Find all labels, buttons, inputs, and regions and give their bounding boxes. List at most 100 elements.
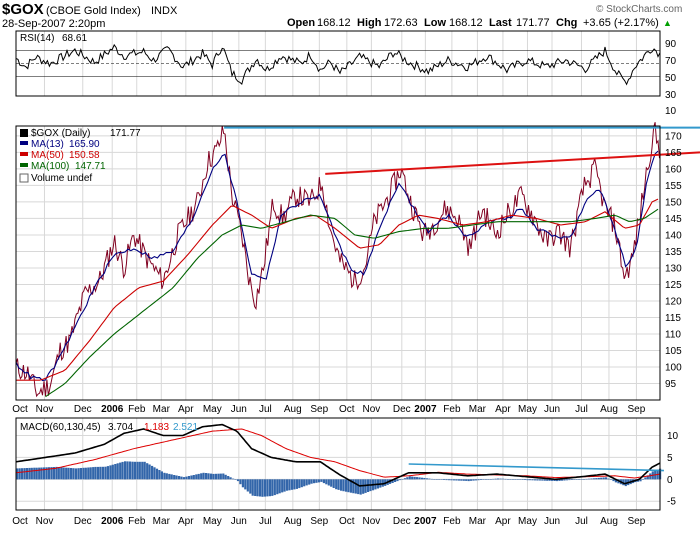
macd-histogram-bar: [354, 479, 357, 494]
legend-value: 165.90: [69, 139, 100, 150]
macd-histogram-bar: [79, 468, 82, 480]
low-label: Low: [424, 17, 446, 29]
macd-histogram-bar: [131, 461, 134, 480]
macd-histogram-bar: [590, 478, 593, 480]
macd-histogram-bar: [124, 461, 127, 480]
macd-histogram-bar: [362, 479, 365, 494]
macd-histogram-bar: [222, 473, 225, 480]
macd-histogram-bar: [16, 468, 19, 480]
macd-histogram-bar: [499, 478, 502, 480]
macd-histogram-bar: [185, 476, 188, 480]
macd-histogram-bar: [70, 468, 73, 480]
macd-trendline: [408, 463, 664, 472]
price-tick: 110: [665, 330, 681, 341]
chg-value: +3.65 (+2.17%): [583, 17, 659, 29]
macd-histogram-bar: [470, 479, 473, 481]
macd-histogram-bar: [440, 479, 443, 480]
x-axis-label: Sep: [310, 516, 328, 527]
macd-histogram-bar: [317, 479, 321, 483]
macd-histogram-bar: [519, 479, 522, 480]
macd-histogram-bar: [99, 466, 102, 480]
macd-histogram-bar: [283, 479, 286, 492]
macd-histogram-bar: [418, 477, 421, 480]
price-axis-ticks: 170 165 160 155 150 145 140 135 130 125 120 115 110 1…: [665, 131, 682, 390]
macd-axis-ticks: 10 5 0 -5: [667, 431, 679, 508]
macd-histogram-bar: [45, 467, 48, 480]
rsi-line: [15, 43, 661, 86]
macd-histogram-bar: [57, 467, 60, 480]
macd-histogram-bar: [87, 467, 90, 480]
macd-histogram-bar: [411, 476, 414, 480]
macd-histogram-bar: [30, 467, 33, 480]
legend-swatch: [20, 163, 28, 167]
macd-histogram-bar: [548, 479, 551, 481]
macd-histogram-bar: [281, 479, 284, 493]
macd-histogram-bar: [644, 477, 647, 480]
macd-histogram-bar: [484, 479, 487, 480]
macd-histogram-bar: [568, 479, 571, 481]
x-axis-label: Mar: [469, 516, 487, 527]
macd-histogram-bar: [600, 477, 603, 480]
price-panel-frame: [15, 125, 661, 401]
macd-histogram-bar: [38, 467, 41, 480]
macd-histogram-bar: [168, 473, 171, 480]
macd-histogram-bar: [497, 478, 500, 480]
macd-histogram-bar: [119, 462, 122, 480]
macd-histogram-bar: [286, 479, 289, 491]
open-value: 168.12: [317, 17, 351, 29]
macd-histogram-bar: [254, 479, 257, 496]
x-axis-label: Apr: [495, 404, 511, 415]
macd-histogram-bar: [65, 467, 68, 480]
macd-histogram-bar: [492, 478, 495, 480]
macd-histogram-bar: [536, 479, 539, 481]
macd-histogram-bar: [421, 477, 424, 480]
x-axis-label: Jul: [575, 516, 588, 527]
price-legend: $GOX (Daily) 171.77 MA(13) 165.90 MA(50)…: [19, 128, 141, 184]
macd-histogram-bar: [521, 479, 524, 480]
macd-histogram-bar: [482, 479, 485, 480]
macd-histogram-bar: [349, 479, 352, 493]
price-tick: 100: [665, 363, 682, 374]
macd-histogram-bar: [143, 461, 146, 480]
macd-histogram-bar: [187, 476, 190, 480]
macd-histogram-bar: [455, 479, 458, 481]
macd-histogram-bar: [430, 478, 433, 480]
rsi-legend-value: 68.61: [62, 33, 87, 44]
macd-histogram-bar: [55, 466, 58, 480]
macd-histogram-bar: [555, 479, 559, 482]
x-axis-label: 2006: [101, 516, 124, 527]
legend-swatch: [20, 152, 28, 156]
macd-histogram-bar: [413, 476, 416, 480]
macd-histogram-bar: [133, 461, 136, 480]
macd-histogram-bar: [128, 461, 132, 480]
macd-histogram-bar: [614, 479, 617, 483]
macd-histogram-bar: [97, 466, 100, 480]
chg-arrow-icon: ▲: [663, 18, 672, 28]
price-tick: 105: [665, 346, 682, 357]
price-tick: 130: [665, 264, 682, 275]
macd-histogram-bar: [60, 467, 63, 480]
macd-histogram-bar: [558, 479, 561, 481]
macd-histogram-bar: [308, 479, 311, 485]
x-axis-label: Sep: [310, 404, 328, 415]
macd-histogram-bar: [50, 467, 53, 480]
macd-histogram-bar: [342, 479, 345, 492]
legend-label: Volume undef: [31, 173, 92, 184]
x-axis-label: May: [203, 404, 222, 415]
macd-histogram-bar: [256, 479, 259, 497]
x-axis-label: Apr: [495, 516, 511, 527]
macd-histogram-bar: [340, 479, 343, 491]
macd-histogram-bar: [219, 473, 222, 480]
macd-histogram-bar: [62, 467, 65, 480]
macd-histogram-bar: [344, 479, 348, 492]
macd-histogram-bar: [160, 471, 163, 480]
macd-histogram-bar: [526, 479, 529, 481]
low-value: 168.12: [449, 17, 483, 29]
macd-histogram-bar: [273, 479, 276, 496]
rsi-legend: RSI(14) 68.61: [20, 33, 87, 44]
macd-histogram-bar: [155, 468, 159, 480]
price-tick: 120: [665, 297, 682, 308]
macd-tick: 0: [667, 475, 673, 486]
macd-histogram-bar: [106, 466, 109, 480]
macd-histogram-bar: [197, 473, 200, 480]
